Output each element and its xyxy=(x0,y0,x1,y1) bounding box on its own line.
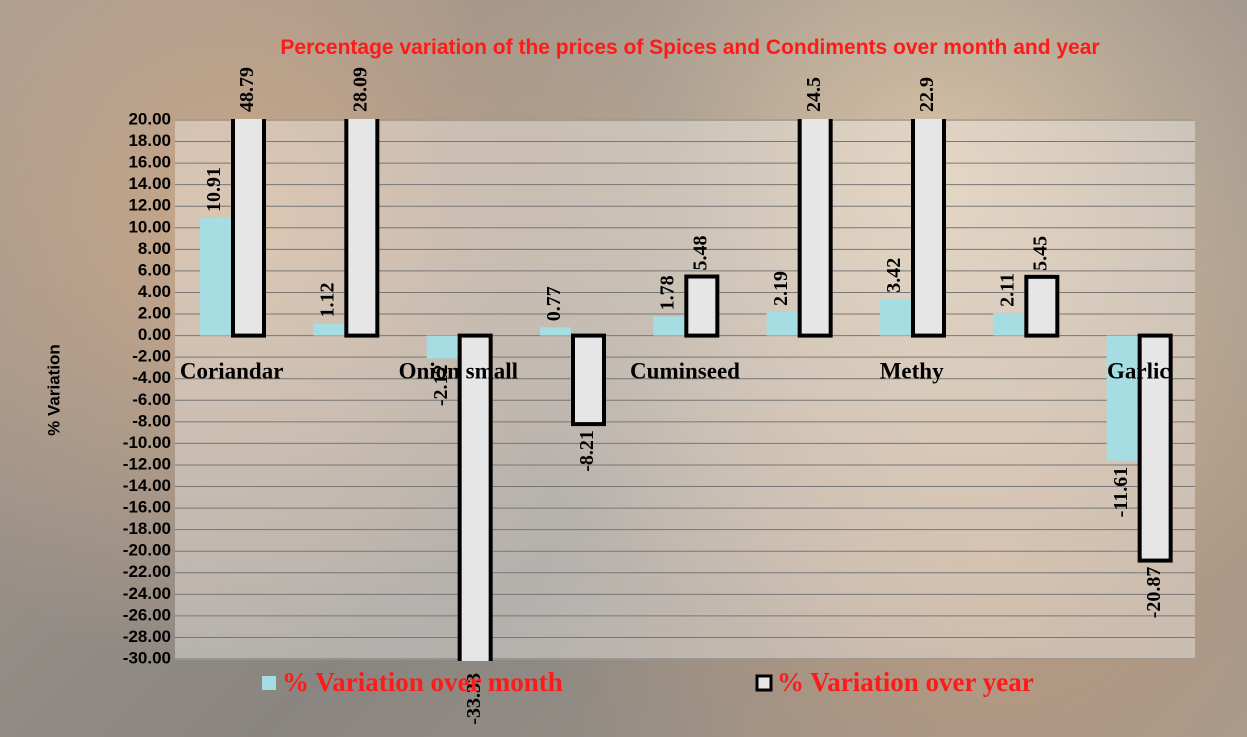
y-tick-label: -30.00 xyxy=(123,648,171,667)
y-tick-label: 16.00 xyxy=(128,153,171,172)
y-tick-label: 0.00 xyxy=(138,325,171,344)
y-tick-label: -18.00 xyxy=(123,519,171,538)
legend-swatch xyxy=(757,676,771,690)
bar xyxy=(313,324,344,336)
data-label: 5.48 xyxy=(689,236,711,271)
bar xyxy=(686,277,717,336)
y-tick-label: -12.00 xyxy=(123,454,171,473)
y-tick-label: -16.00 xyxy=(123,498,171,517)
data-label: -2.12 xyxy=(430,364,452,406)
data-label: -8.21 xyxy=(576,430,598,472)
x-tick-label: Cuminseed xyxy=(630,358,740,383)
data-label: 24.5 xyxy=(803,77,825,112)
data-label: 1.12 xyxy=(316,283,338,318)
bar xyxy=(767,312,798,336)
bar xyxy=(540,327,571,335)
y-tick-label: 14.00 xyxy=(128,174,171,193)
y-tick-label: 4.00 xyxy=(138,282,171,301)
data-label: 1.78 xyxy=(656,275,678,310)
y-tick-label: -4.00 xyxy=(132,368,171,387)
bar xyxy=(1026,277,1057,336)
data-label: -11.61 xyxy=(1110,467,1132,518)
y-tick-label: -6.00 xyxy=(132,390,171,409)
y-tick-label: -26.00 xyxy=(123,605,171,624)
legend-swatch xyxy=(262,676,276,690)
bar xyxy=(573,336,604,425)
data-label: 2.11 xyxy=(996,273,1018,307)
data-label: 22.9 xyxy=(916,77,938,112)
bar xyxy=(460,336,491,695)
y-tick-label: 18.00 xyxy=(128,131,171,150)
data-label: 5.45 xyxy=(1029,236,1051,271)
y-tick-label: 8.00 xyxy=(138,239,171,258)
bar xyxy=(1107,336,1138,461)
y-tick-label: -10.00 xyxy=(123,433,171,452)
x-tick-label: Methy xyxy=(880,358,944,383)
x-tick-label: Onion small xyxy=(399,358,519,383)
bar xyxy=(427,336,458,359)
data-label: -20.87 xyxy=(1143,567,1165,619)
data-label: 28.09 xyxy=(349,67,371,112)
y-axis-label: % Variation xyxy=(44,344,63,436)
legend-label: % Variation over year xyxy=(777,667,1034,697)
data-label: 3.42 xyxy=(883,258,905,293)
chart-area: % Variation -30.00 -28.00 -26.00 -24.00 -22.… xyxy=(0,0,1247,737)
y-tick-label: 10.00 xyxy=(128,217,171,236)
bar xyxy=(993,313,1024,336)
data-label: 2.19 xyxy=(770,271,792,306)
chart: % Variation -30.00 -28.00 -26.00 -24.00 -22.… xyxy=(0,0,1247,737)
y-tick-label: 2.00 xyxy=(138,304,171,323)
y-tick-label: -2.00 xyxy=(132,347,171,366)
y-tick-label: 6.00 xyxy=(138,260,171,279)
y-tick-label: -24.00 xyxy=(123,584,171,603)
legend-label: % Variation over month xyxy=(282,667,563,697)
y-tick-label: -20.00 xyxy=(123,541,171,560)
bar xyxy=(653,316,684,335)
bar xyxy=(200,218,231,336)
y-tick-label: 20.00 xyxy=(128,109,171,128)
y-tick-label: -22.00 xyxy=(123,562,171,581)
y-tick-label: -8.00 xyxy=(132,411,171,430)
data-label: 10.91 xyxy=(203,167,225,212)
x-tick-label: Garlic xyxy=(1107,358,1170,383)
x-tick-label: Coriandar xyxy=(180,358,284,383)
data-label: 0.77 xyxy=(543,286,565,321)
chart-title: Percentage variation of the prices of Sp… xyxy=(225,32,1155,63)
bar xyxy=(880,299,911,336)
y-tick-label: 12.00 xyxy=(128,196,171,215)
data-label: 48.79 xyxy=(236,67,258,112)
plot-area xyxy=(175,119,1195,660)
bar xyxy=(913,89,944,336)
y-tick-label: -14.00 xyxy=(123,476,171,495)
y-tick-label: -28.00 xyxy=(123,627,171,646)
